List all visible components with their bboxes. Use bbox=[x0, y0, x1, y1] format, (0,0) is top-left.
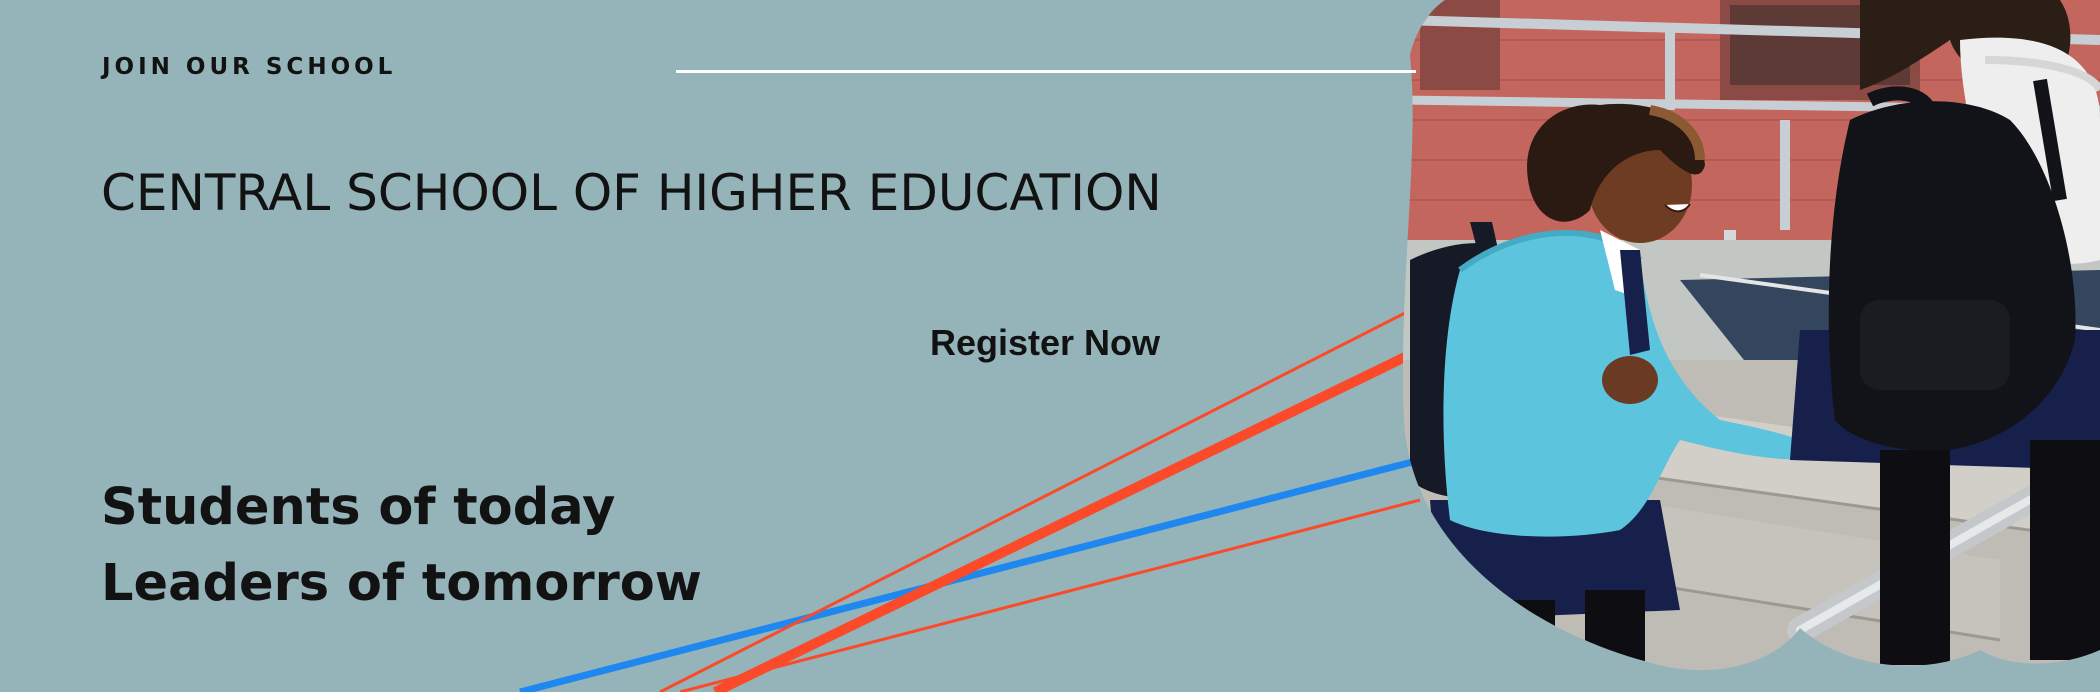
red-accent-line-thick bbox=[712, 335, 1443, 692]
red-accent-line-thin-upper bbox=[659, 283, 1461, 692]
red-accent-line-thin-lower bbox=[679, 498, 1421, 692]
tagline-line-2: Leaders of tomorrow bbox=[101, 554, 702, 613]
kicker-label: JOIN OUR SCHOOL bbox=[102, 54, 397, 80]
register-now-button[interactable]: Register Now bbox=[930, 322, 1161, 363]
tagline-line-1: Students of today bbox=[101, 478, 616, 537]
students-photo bbox=[1402, 0, 2100, 671]
divider-line bbox=[676, 70, 1416, 73]
page-title: CENTRAL SCHOOL OF HIGHER EDUCATION bbox=[101, 164, 1162, 222]
tagline: Students of today Leaders of tomorrow bbox=[101, 470, 702, 622]
blue-accent-line bbox=[519, 456, 1421, 692]
